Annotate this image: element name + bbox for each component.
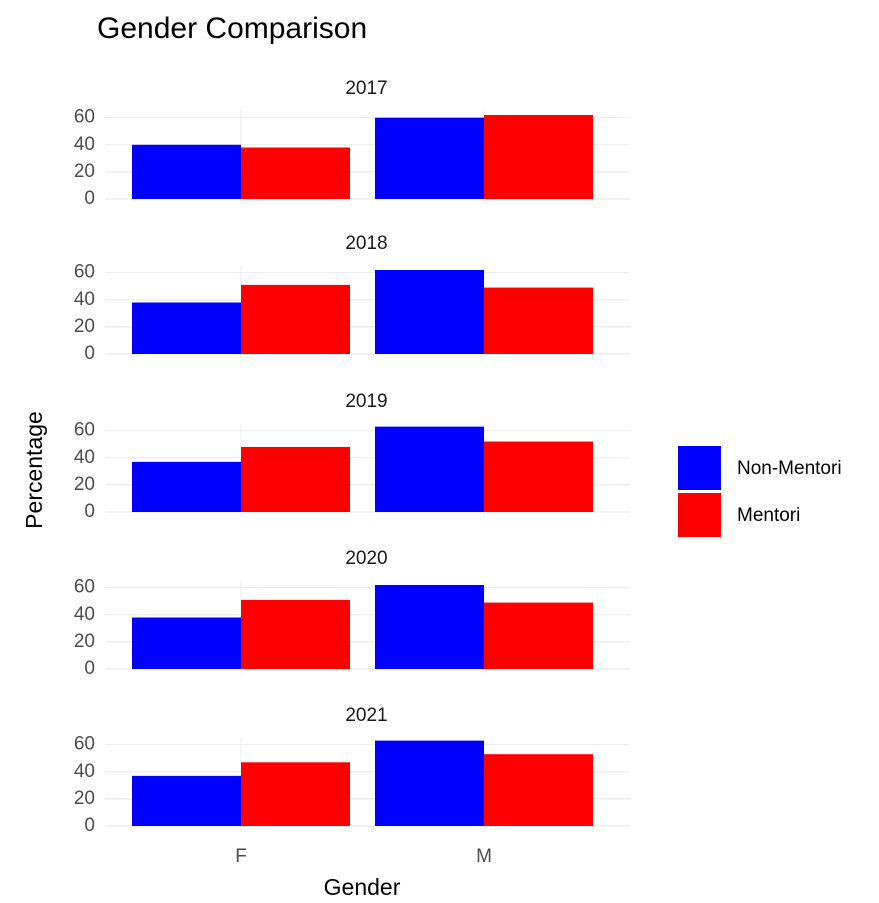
legend-key xyxy=(678,446,721,490)
bar xyxy=(484,441,593,512)
y-tick-label: 0 xyxy=(84,188,95,209)
bar xyxy=(375,117,484,199)
y-tick-label: 0 xyxy=(84,658,95,679)
y-tick-label: 20 xyxy=(74,474,95,495)
y-tick-label: 60 xyxy=(74,107,95,128)
bar xyxy=(375,740,484,826)
y-tick-label: 0 xyxy=(84,501,95,522)
bar xyxy=(132,617,241,669)
y-tick-label: 20 xyxy=(74,316,95,337)
y-tick-label: 20 xyxy=(74,788,95,809)
legend-label: Non-Mentori xyxy=(737,458,842,479)
x-tick-label: M xyxy=(476,846,492,867)
y-tick-label: 0 xyxy=(84,343,95,364)
facet-title: 2019 xyxy=(345,391,387,412)
y-tick-label: 20 xyxy=(74,161,95,182)
bar xyxy=(241,599,350,669)
legend-label: Mentori xyxy=(737,505,800,526)
bar xyxy=(241,446,350,512)
chart-title: Gender Comparison xyxy=(97,12,367,45)
facet-title: 2018 xyxy=(345,233,387,254)
bar xyxy=(375,584,484,669)
y-tick-label: 40 xyxy=(74,134,95,155)
legend-key xyxy=(678,493,721,537)
y-tick-label: 60 xyxy=(74,420,95,441)
x-axis-label: Gender xyxy=(324,874,401,900)
bar xyxy=(484,287,593,354)
bar xyxy=(241,284,350,354)
y-tick-label: 40 xyxy=(74,761,95,782)
y-tick-label: 60 xyxy=(74,577,95,598)
y-tick-label: 40 xyxy=(74,604,95,625)
x-tick-label: F xyxy=(235,846,247,867)
bar xyxy=(375,426,484,512)
bar xyxy=(132,144,241,199)
bar xyxy=(484,754,593,826)
bar xyxy=(375,269,484,354)
bar xyxy=(132,461,241,512)
facet-title: 2021 xyxy=(345,705,387,726)
bar xyxy=(132,775,241,826)
y-axis-label: Percentage xyxy=(21,411,47,529)
bar xyxy=(241,762,350,826)
y-tick-label: 40 xyxy=(74,447,95,468)
bar xyxy=(484,602,593,669)
bar xyxy=(484,114,593,199)
y-tick-label: 20 xyxy=(74,631,95,652)
y-tick-label: 0 xyxy=(84,815,95,836)
y-tick-label: 60 xyxy=(74,262,95,283)
facet-title: 2020 xyxy=(345,548,387,569)
y-tick-label: 40 xyxy=(74,289,95,310)
bar xyxy=(132,302,241,354)
facet-title: 2017 xyxy=(345,78,387,99)
bar xyxy=(241,147,350,199)
y-tick-label: 60 xyxy=(74,734,95,755)
